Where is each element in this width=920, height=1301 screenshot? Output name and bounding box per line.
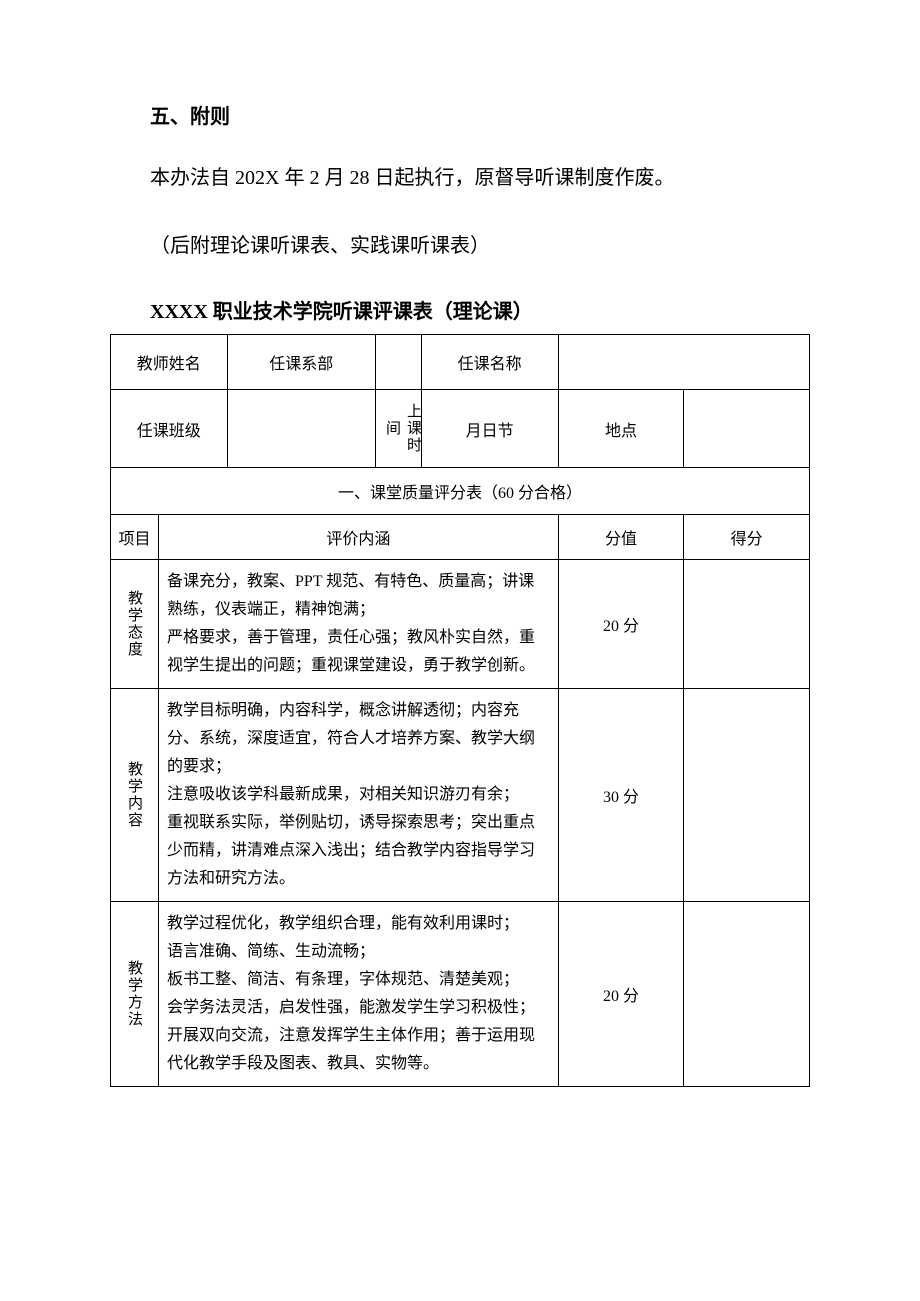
evaluation-table: 教师姓名 任课系部 任课名称 任课班级 上课时间 月日节 地点 一、课堂质量评分… <box>110 334 810 1087</box>
col-content: 评价内涵 <box>158 515 558 560</box>
time-label: 上课时间 <box>375 390 421 468</box>
column-header-row: 项目 评价内涵 分值 得分 <box>111 515 810 560</box>
row-points <box>684 689 810 902</box>
header-row-1: 教师姓名 任课系部 任课名称 <box>111 335 810 390</box>
table-row: 教学态度 备课充分，教案、PPT 规范、有特色、质量高；讲课熟练，仪表端正，精神… <box>111 560 810 689</box>
paragraph-1: 本办法自 202X 年 2 月 28 日起执行，原督导听课制度作废。 <box>110 159 810 197</box>
table-row: 教学方法 教学过程优化，教学组织合理，能有效利用课时；语言准确、简练、生动流畅；… <box>111 902 810 1087</box>
class-value <box>227 390 375 468</box>
course-name-label: 任课名称 <box>421 335 558 390</box>
row-project: 教学内容 <box>111 689 159 902</box>
class-label: 任课班级 <box>111 390 228 468</box>
row-points <box>684 902 810 1087</box>
section-title: 五、附则 <box>110 100 810 129</box>
row-content: 教学过程优化，教学组织合理，能有效利用课时；语言准确、简练、生动流畅；板书工整、… <box>158 902 558 1087</box>
col-points: 得分 <box>684 515 810 560</box>
department-value <box>375 335 421 390</box>
row-score: 20 分 <box>558 560 684 689</box>
col-score: 分值 <box>558 515 684 560</box>
col-project: 项目 <box>111 515 159 560</box>
row-score: 20 分 <box>558 902 684 1087</box>
table-title: XXXX 职业技术学院听课评课表（理论课） <box>110 295 810 324</box>
header-row-2: 任课班级 上课时间 月日节 地点 <box>111 390 810 468</box>
section1-title: 一、课堂质量评分表（60 分合格） <box>111 468 810 515</box>
course-name-value <box>558 335 809 390</box>
row-points <box>684 560 810 689</box>
row-project: 教学方法 <box>111 902 159 1087</box>
location-value <box>684 390 810 468</box>
row-project: 教学态度 <box>111 560 159 689</box>
paragraph-2: （后附理论课听课表、实践课听课表） <box>110 227 810 265</box>
department-label: 任课系部 <box>227 335 375 390</box>
section-header-row: 一、课堂质量评分表（60 分合格） <box>111 468 810 515</box>
row-content: 教学目标明确，内容科学，概念讲解透彻；内容充分、系统，深度适宜，符合人才培养方案… <box>158 689 558 902</box>
table-row: 教学内容 教学目标明确，内容科学，概念讲解透彻；内容充分、系统，深度适宜，符合人… <box>111 689 810 902</box>
row-content: 备课充分，教案、PPT 规范、有特色、质量高；讲课熟练，仪表端正，精神饱满；严格… <box>158 560 558 689</box>
row-score: 30 分 <box>558 689 684 902</box>
date-label: 月日节 <box>421 390 558 468</box>
teacher-name-label: 教师姓名 <box>111 335 228 390</box>
location-label: 地点 <box>558 390 684 468</box>
